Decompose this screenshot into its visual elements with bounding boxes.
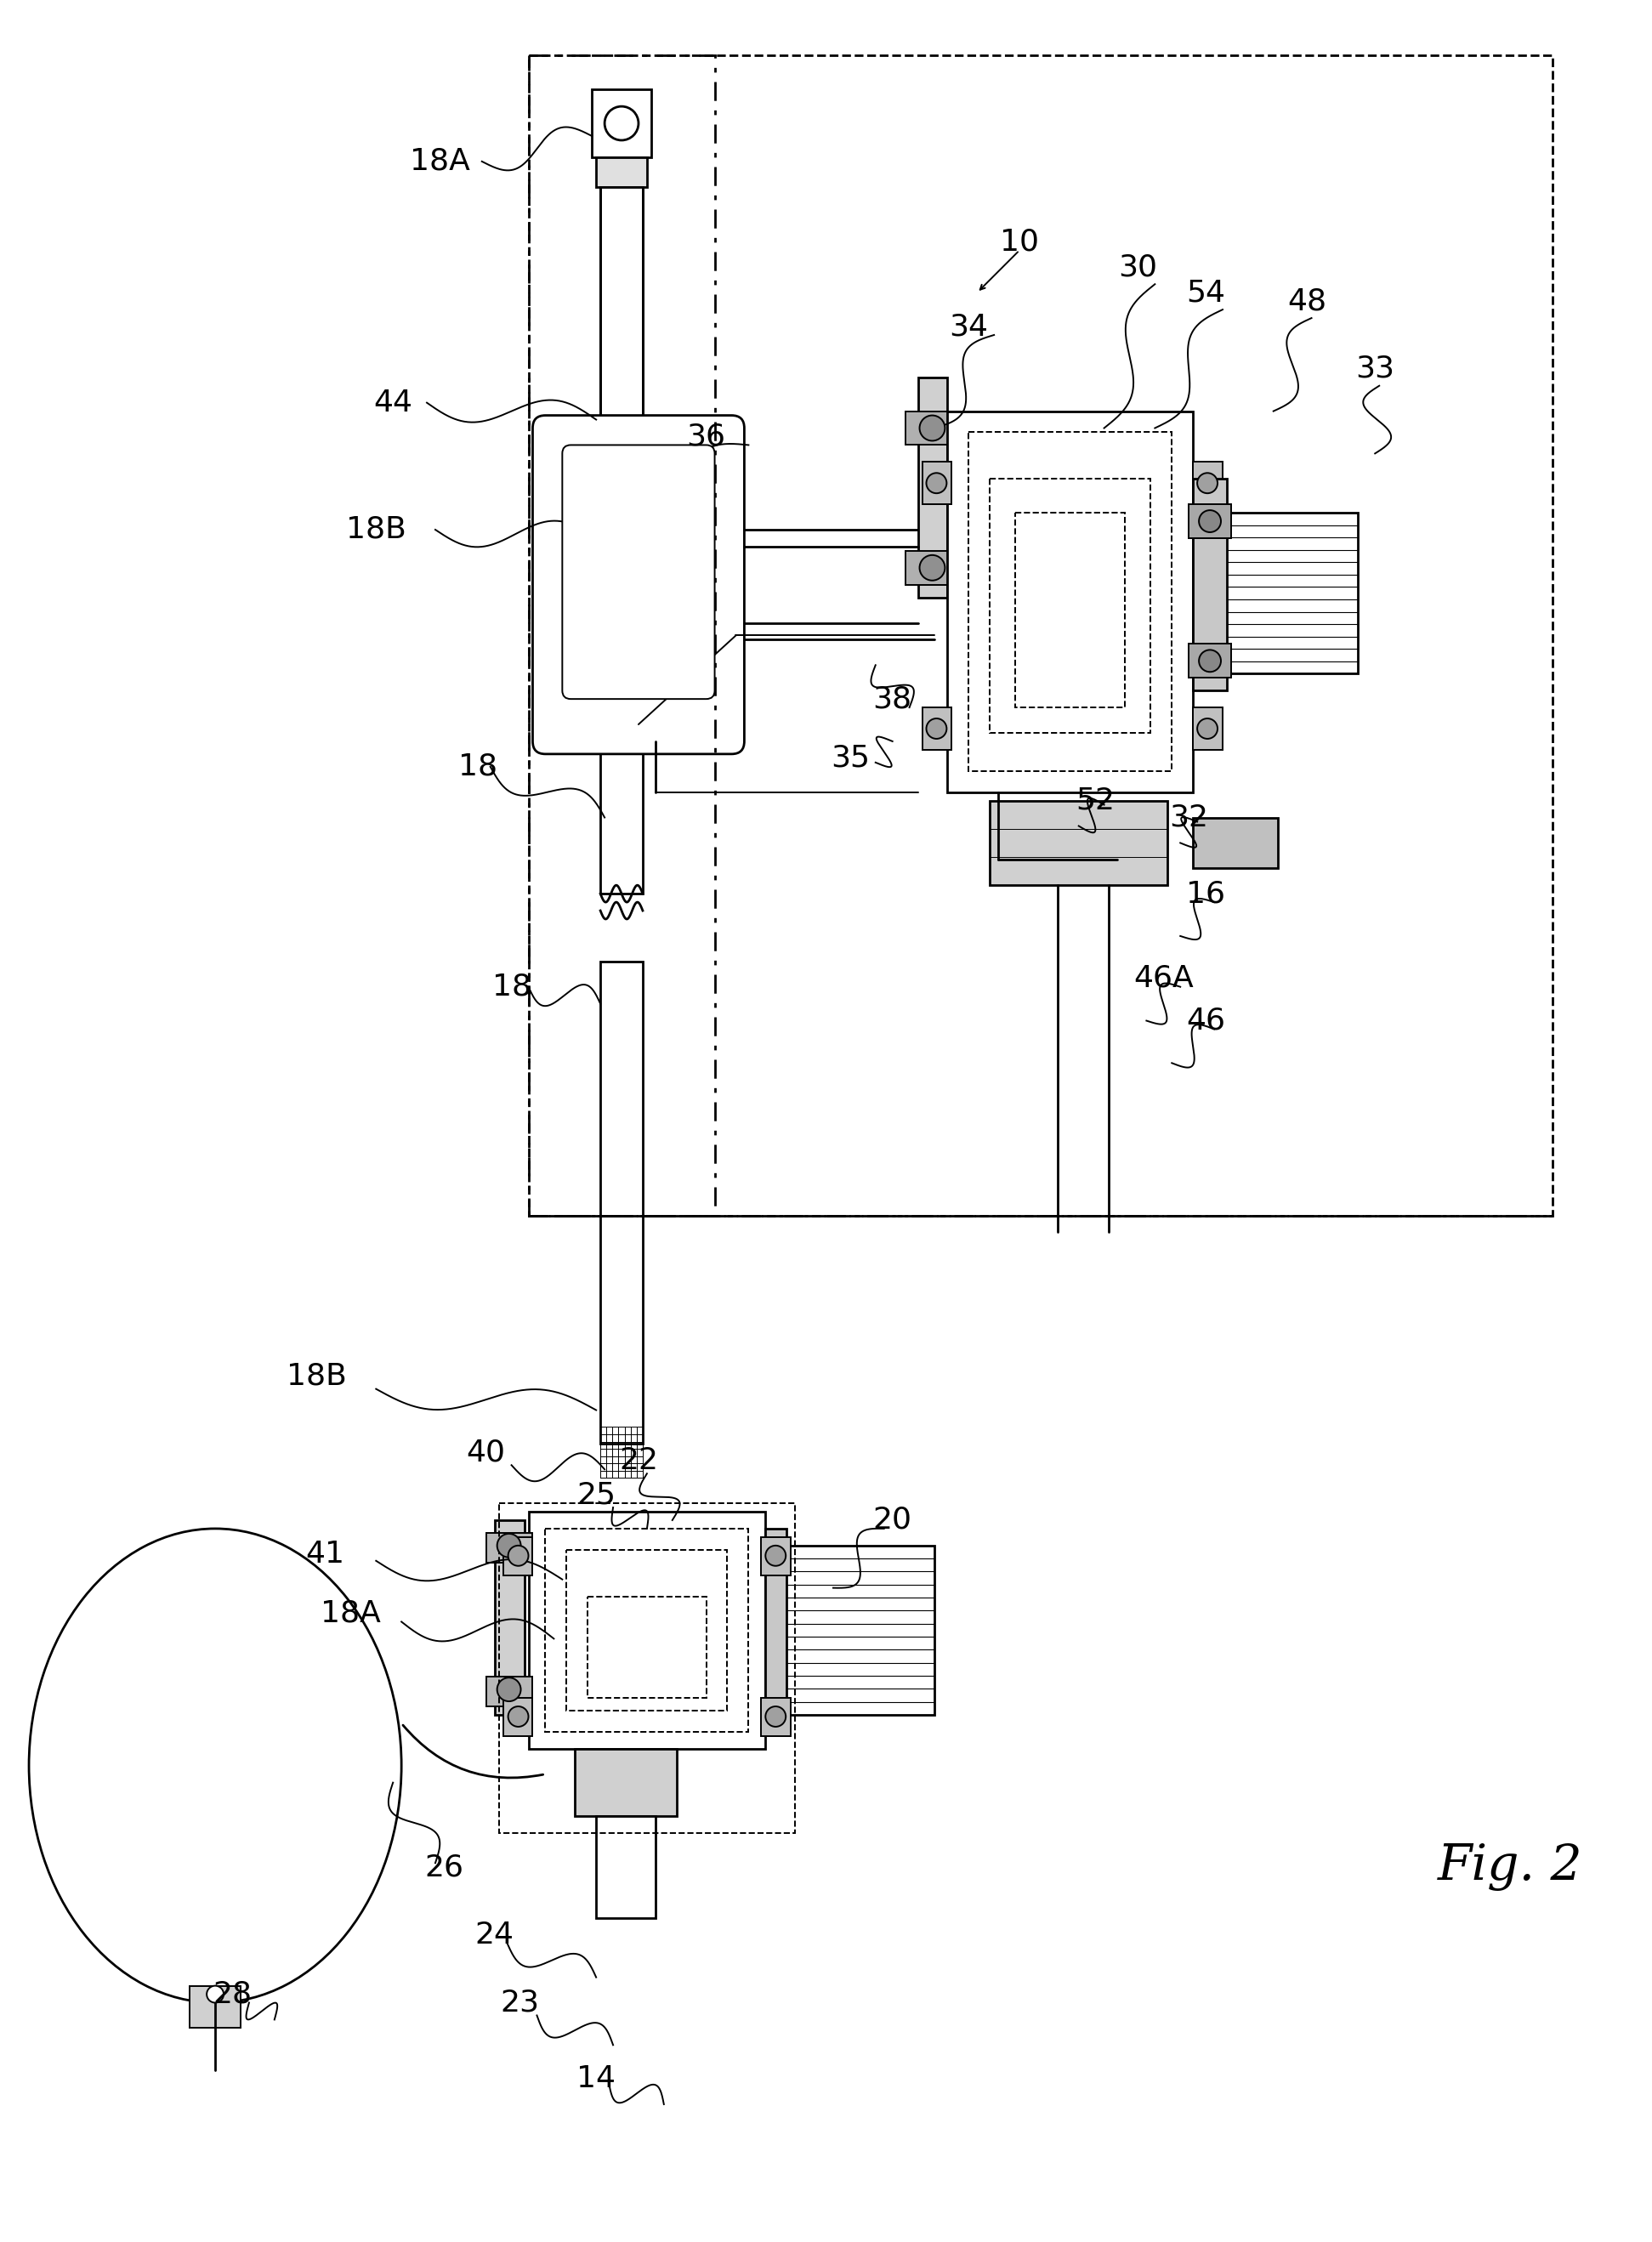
Bar [1193,462,1222,504]
Text: 18: 18 [458,753,497,780]
Text: Fig. 2: Fig. 2 [1437,1843,1583,1892]
Text: 54: 54 [1186,278,1226,307]
Circle shape [1199,511,1221,531]
Circle shape [509,1706,529,1726]
Bar [591,90,651,157]
Circle shape [920,415,945,442]
Bar [990,480,1151,733]
Text: 26: 26 [425,1852,463,1881]
Bar [499,1502,795,1834]
Circle shape [206,1986,223,2002]
Bar [922,462,952,504]
Bar [190,1986,241,2029]
Text: 16: 16 [1186,879,1226,908]
Bar [1189,643,1231,677]
Text: 28: 28 [213,1980,251,2009]
Bar [567,1549,727,1711]
Text: 20: 20 [872,1507,912,1534]
Bar [919,377,948,596]
Text: 34: 34 [950,312,988,341]
Text: 23: 23 [501,1989,540,2018]
Circle shape [765,1545,786,1565]
Text: 46A: 46A [1133,964,1193,993]
Bar [762,1538,791,1576]
Text: 18B: 18B [287,1361,347,1390]
Bar [596,1816,656,1919]
Circle shape [927,473,947,493]
Bar [783,1545,935,1715]
Text: 30: 30 [1118,253,1158,282]
Bar [765,1529,786,1731]
Bar [1193,480,1227,691]
Text: 32: 32 [1170,803,1208,832]
Text: 24: 24 [476,1921,514,1951]
Text: 18A: 18A [320,1599,380,1628]
Bar [1189,504,1231,538]
Bar [600,962,643,1444]
Text: 48: 48 [1287,287,1327,316]
Bar [494,1520,524,1715]
Bar [529,56,715,1215]
Text: 40: 40 [466,1437,506,1466]
Bar [502,1538,532,1576]
Circle shape [1198,717,1218,740]
Bar [990,800,1168,886]
Bar [486,1534,532,1563]
Text: 41: 41 [306,1540,345,1569]
Bar [600,186,643,614]
Bar [529,56,1553,1215]
Bar [1222,513,1358,673]
Bar [529,1511,765,1749]
Bar [575,1749,677,1816]
Circle shape [1198,473,1218,493]
Text: 18A: 18A [410,148,469,175]
Bar [596,157,648,186]
Bar [922,708,952,749]
Text: 22: 22 [620,1446,657,1475]
Text: 52: 52 [1075,787,1115,816]
Text: 25: 25 [577,1480,616,1509]
Text: 18: 18 [492,973,530,1002]
Bar [486,1677,532,1706]
Text: 33: 33 [1355,354,1394,383]
Circle shape [497,1677,520,1702]
Bar [905,410,960,444]
Circle shape [765,1706,786,1726]
Circle shape [497,1534,520,1558]
Circle shape [1199,650,1221,673]
Bar [1193,818,1277,868]
Bar [968,433,1171,771]
Bar [588,1596,705,1697]
Text: 46: 46 [1186,1007,1226,1036]
Text: 14: 14 [577,2065,616,2094]
Circle shape [605,105,638,141]
Circle shape [509,1545,529,1565]
Bar [948,410,1193,791]
Text: 18B: 18B [345,516,406,545]
Bar [1193,708,1222,749]
Bar [905,552,960,585]
Text: 38: 38 [872,684,912,713]
Bar [1016,513,1125,708]
FancyBboxPatch shape [532,415,745,753]
Text: 44: 44 [373,388,413,417]
Bar [502,1697,532,1735]
Bar [600,742,643,895]
Bar [545,1529,748,1731]
FancyBboxPatch shape [562,444,715,700]
Circle shape [927,717,947,740]
Text: 35: 35 [831,744,869,773]
Text: 10: 10 [999,226,1039,256]
Text: 36: 36 [687,421,725,451]
Circle shape [920,556,945,581]
Bar [762,1697,791,1735]
